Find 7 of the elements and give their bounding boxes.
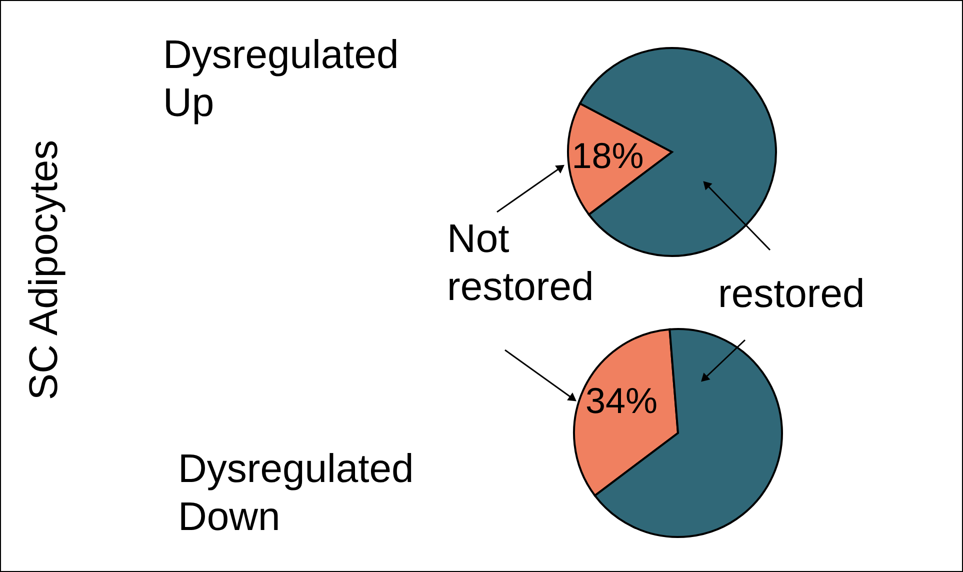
- data-label: 34%: [585, 380, 658, 421]
- text: SC Adipocytes: [22, 140, 66, 400]
- chart-title: Dysregulated Up: [163, 33, 399, 125]
- slice-label: restored: [718, 272, 865, 316]
- slice-label: Not restored: [447, 217, 594, 309]
- text: Dysregulated Down: [178, 447, 414, 539]
- data-label: 18%: [572, 135, 644, 176]
